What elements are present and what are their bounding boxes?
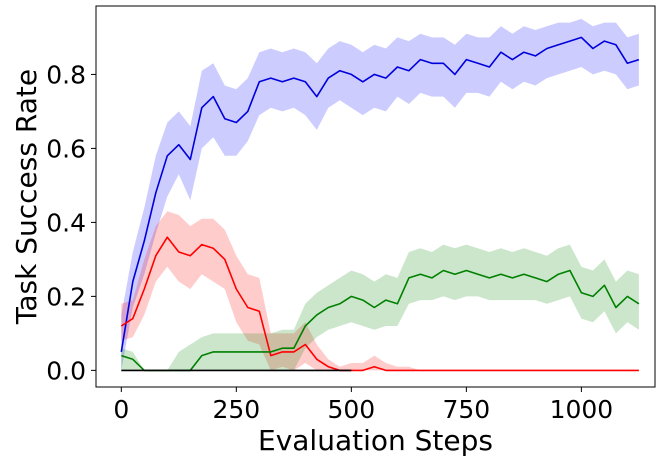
x-tick-label: 500 [327, 395, 375, 424]
x-axis-label: Evaluation Steps [258, 424, 493, 457]
y-tick-label: 0.8 [46, 60, 86, 89]
series-2-band [121, 211, 639, 371]
y-tick-label: 0.4 [46, 208, 86, 237]
y-axis-ticks: 0.0 0.2 0.4 0.6 0.8 [46, 60, 96, 385]
x-tick-label: 0 [113, 395, 129, 424]
series-1-line [120, 36, 640, 353]
series-3-line [121, 269, 640, 372]
x-axis-ticks: 0 250 500 750 1000 [113, 387, 613, 424]
y-axis-label: Task Success Rate [10, 69, 43, 325]
x-tick-label: 750 [443, 395, 491, 424]
plot-area-frame [95, 5, 656, 388]
series-2-line [120, 236, 639, 372]
series-3-band [121, 244, 639, 371]
series-lines [120, 36, 640, 372]
y-tick-label: 0.2 [46, 282, 86, 311]
x-tick-label: 1000 [550, 395, 614, 424]
confidence-bands [121, 18, 639, 371]
series-1-band [121, 18, 639, 371]
y-tick-label: 0.0 [46, 356, 86, 385]
y-tick-label: 0.6 [46, 134, 86, 163]
x-tick-label: 250 [212, 395, 260, 424]
